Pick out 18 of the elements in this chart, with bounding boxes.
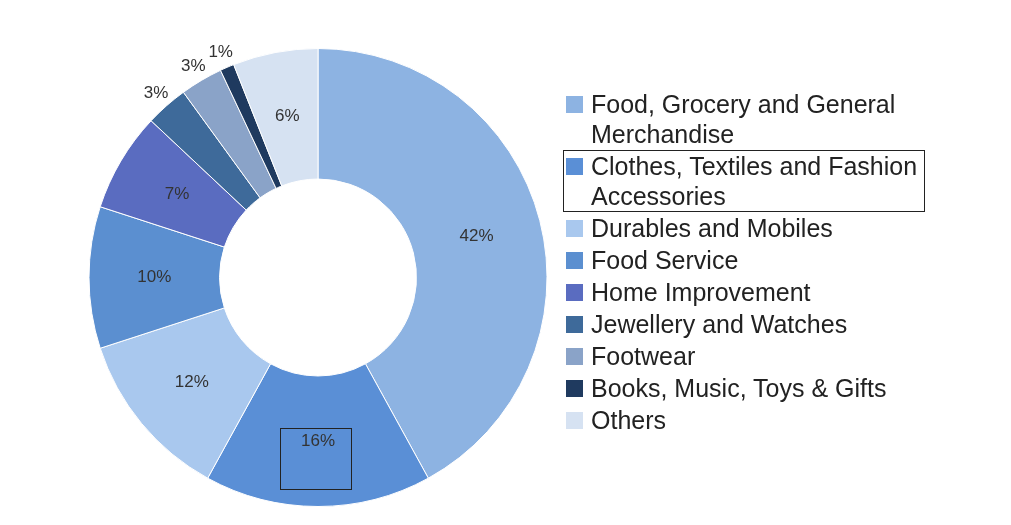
- data-label: 1%: [208, 42, 233, 62]
- legend-label: Clothes, Textiles and Fashion Accessories: [591, 151, 919, 211]
- data-label: 6%: [275, 106, 300, 126]
- data-label: 42%: [459, 226, 494, 246]
- legend-label: Food, Grocery and General Merchandise: [591, 89, 897, 149]
- data-label: 3%: [181, 56, 206, 76]
- data-label: 10%: [137, 267, 172, 287]
- legend-label: Others: [591, 405, 667, 435]
- data-label: 7%: [164, 183, 190, 203]
- legend-label: Jewellery and Watches: [591, 309, 848, 339]
- legend-label: Food Service: [591, 245, 739, 275]
- data-label: 12%: [174, 371, 209, 391]
- data-label: 16%: [300, 430, 336, 450]
- data-label: 3%: [143, 83, 169, 103]
- legend-label: Footwear: [591, 341, 696, 371]
- legend-label: Home Improvement: [591, 277, 811, 307]
- legend-label: Durables and Mobiles: [591, 213, 833, 243]
- legend-label: Books, Music, Toys & Gifts: [591, 373, 887, 403]
